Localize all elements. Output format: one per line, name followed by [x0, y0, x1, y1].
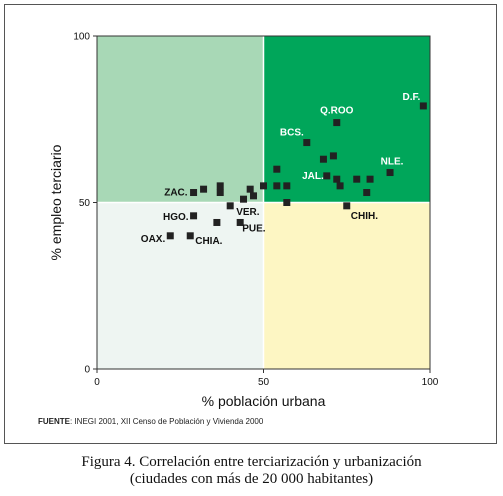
- quadrant-low-x-low-y: [97, 202, 264, 369]
- data-point: [273, 165, 281, 173]
- source-text: : INEGI 2001, XII Censo de Población y V…: [70, 417, 264, 426]
- data-point: [419, 102, 427, 110]
- x-tick-label: 100: [422, 377, 439, 388]
- data-point: [283, 199, 291, 206]
- data-point: [216, 189, 224, 197]
- axis-ticks: 0 50 100 0 50 100: [73, 32, 438, 389]
- data-point: [353, 175, 361, 183]
- quadrant-high-x-low-y: [263, 202, 430, 369]
- data-point: [333, 119, 341, 127]
- data-point-label: Q.ROO: [320, 106, 354, 117]
- data-point: [343, 202, 351, 210]
- x-tick-label: 0: [94, 377, 100, 388]
- source-note: FUENTE: INEGI 2001, XII Censo de Poblaci…: [38, 417, 263, 426]
- quadrant-low-x-high-y: [97, 36, 264, 203]
- y-tick-label: 0: [84, 365, 90, 376]
- source-label: FUENTE: [38, 417, 70, 426]
- data-points: D.F. Q.ROO BCS. JAL. NLE. ZAC. CHIH. VER. HGO. PU…: [141, 92, 427, 247]
- caption-line-2: (ciudades con más de 20 000 habitantes): [129, 471, 374, 487]
- data-point: [323, 172, 331, 180]
- data-point: [319, 155, 327, 163]
- x-axis-label: % población urbana: [202, 393, 326, 409]
- data-point-label: D.F.: [403, 92, 421, 103]
- data-point-label: HGO.: [163, 212, 189, 223]
- data-point: [303, 139, 311, 147]
- y-axis-label: % empleo terciario: [48, 144, 64, 260]
- data-point: [213, 218, 221, 226]
- data-point: [283, 182, 291, 190]
- data-point: [336, 182, 344, 190]
- y-tick-label: 100: [73, 32, 90, 43]
- data-point-label: CHIA.: [195, 236, 222, 247]
- data-point-label: ZAC.: [164, 188, 188, 199]
- data-point: [190, 189, 198, 197]
- data-point: [200, 185, 208, 193]
- x-tick-label: 50: [258, 377, 270, 388]
- data-point: [246, 185, 254, 193]
- data-point-label: OAX.: [141, 234, 166, 245]
- data-point: [386, 169, 394, 177]
- data-point-label: CHIH.: [351, 211, 378, 222]
- data-point: [363, 189, 371, 197]
- data-point: [186, 232, 194, 240]
- data-point: [190, 212, 198, 220]
- quadrant-high-x-high-y: [263, 36, 430, 203]
- data-point-label: JAL.: [302, 171, 324, 182]
- data-point-label: PUE.: [242, 223, 266, 234]
- data-point: [329, 152, 337, 160]
- y-tick-label: 50: [79, 198, 91, 209]
- caption-line-1: Figura 4. Correlación entre terciarizaci…: [81, 454, 422, 470]
- data-point: [166, 232, 174, 240]
- data-point: [236, 218, 244, 226]
- data-point: [216, 182, 224, 190]
- figure-caption: Figura 4. Correlación entre terciarizaci…: [0, 454, 503, 488]
- data-point-label: VER.: [236, 207, 260, 218]
- data-point: [366, 175, 374, 183]
- data-point-label: NLE.: [381, 157, 404, 168]
- data-point: [250, 192, 258, 200]
- data-point: [260, 182, 267, 190]
- data-point: [333, 175, 341, 183]
- data-point: [240, 195, 248, 203]
- data-point-label: BCS.: [280, 128, 304, 139]
- data-point: [273, 182, 281, 190]
- data-point: [226, 202, 234, 210]
